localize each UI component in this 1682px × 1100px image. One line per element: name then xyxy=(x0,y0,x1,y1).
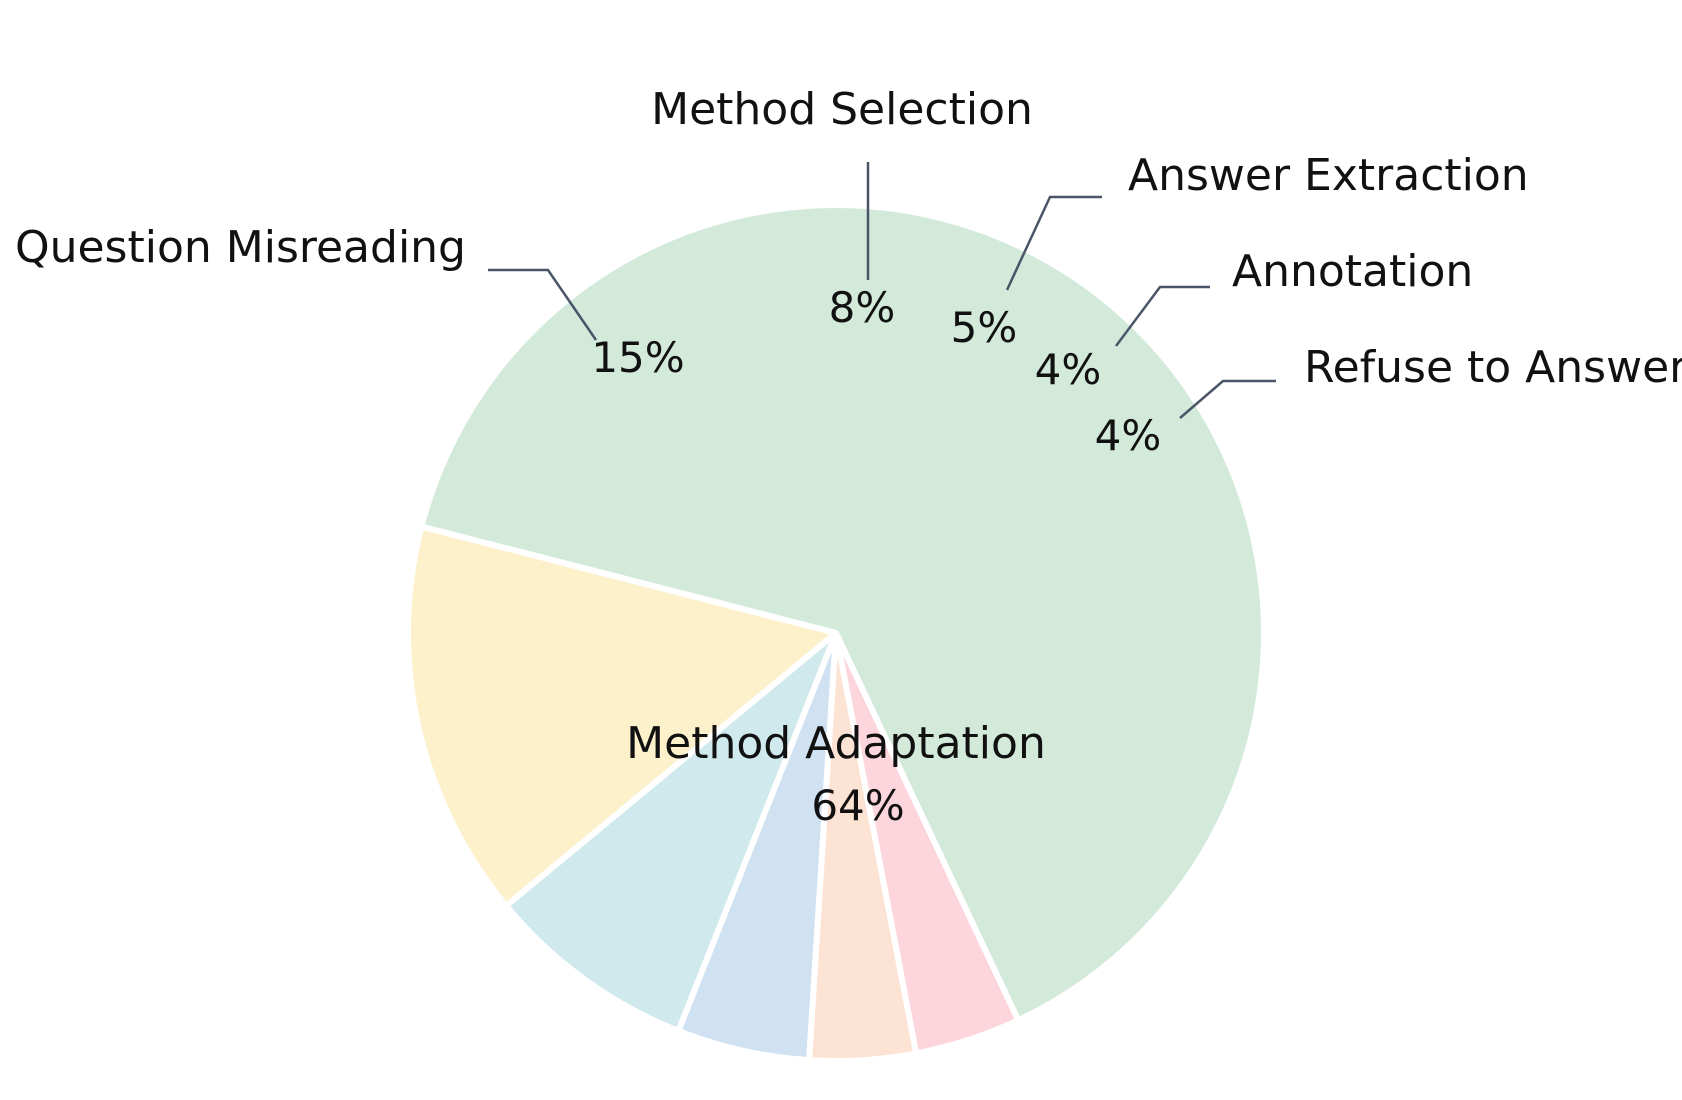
slices-layer xyxy=(405,202,1267,1064)
slice-label-annotation: Annotation xyxy=(1232,246,1473,297)
slice-value-question-misreading: 15% xyxy=(591,333,684,382)
leader-line-answer-extraction xyxy=(1005,195,1102,291)
slice-label-method-adaptation: Method Adaptation xyxy=(626,718,1046,769)
pie-slice-question-misreading xyxy=(405,523,839,909)
slice-value-annotation: 4% xyxy=(1035,345,1102,394)
slice-value-method-adaptation: 64% xyxy=(811,781,904,830)
leader-line-refuse-to-answer xyxy=(1179,379,1276,419)
pie-slice-method-selection xyxy=(503,630,839,1034)
slice-value-method-selection: 8% xyxy=(829,283,896,332)
slice-label-answer-extraction: Answer Extraction xyxy=(1128,150,1529,201)
slice-label-refuse-to-answer: Refuse to Answer xyxy=(1304,342,1682,393)
leader-line-annotation xyxy=(1114,285,1210,347)
slice-label-method-selection: Method Selection xyxy=(651,84,1033,135)
pie-slice-refuse-to-answer xyxy=(833,630,1022,1057)
slice-value-answer-extraction: 5% xyxy=(951,303,1018,352)
slice-value-refuse-to-answer: 4% xyxy=(1095,411,1162,460)
leader-lines-layer xyxy=(488,162,1276,419)
leader-line-question-misreading xyxy=(488,268,598,341)
labels-layer: Method Adaptation 64% Question Misreading 1… xyxy=(15,84,1682,830)
pie-slice-method-adaptation xyxy=(418,202,1267,1024)
slice-label-question-misreading: Question Misreading xyxy=(15,222,466,273)
